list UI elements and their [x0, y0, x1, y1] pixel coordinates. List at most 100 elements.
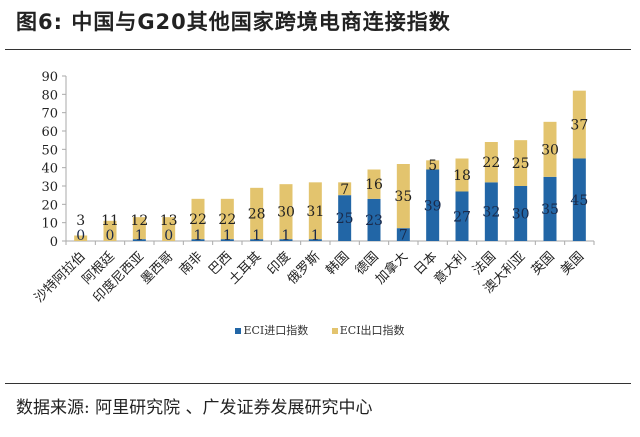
bar-segment-import — [191, 239, 205, 241]
data-label-import: 1 — [223, 228, 232, 244]
bar-segment-import — [367, 198, 381, 241]
bar-segment-export — [455, 158, 469, 192]
bar-segment-export — [103, 220, 117, 241]
bar-segment-import — [484, 182, 498, 241]
data-label-import: 1 — [194, 228, 203, 244]
y-tick-label: 20 — [41, 198, 58, 213]
x-tick-label: 韩国 — [323, 249, 352, 278]
y-tick-label: 0 — [50, 235, 58, 250]
data-label-export: 37 — [570, 118, 588, 134]
x-tick-label: 土耳其 — [226, 249, 264, 287]
bar-segment-export — [543, 121, 557, 177]
data-label-export: 22 — [189, 212, 207, 228]
bar-segment-export — [426, 160, 440, 170]
data-label-import: 0 — [76, 228, 85, 244]
bar-segment-export — [191, 198, 205, 240]
bar-segment-import — [543, 176, 557, 241]
data-label-import: 35 — [541, 202, 559, 218]
data-label-export: 7 — [340, 182, 349, 198]
data-label-export: 18 — [453, 168, 471, 184]
bar-segment-import — [132, 239, 146, 241]
x-tick-label: 南非 — [176, 249, 206, 279]
legend: ECI进口指数 ECI出口指数 — [0, 322, 640, 338]
data-label-import: 39 — [424, 198, 442, 214]
data-label-export: 25 — [512, 156, 530, 172]
chart-title: 图6: 中国与G20其他国家跨境电商连接指数 — [16, 10, 451, 34]
bar-segment-export — [484, 142, 498, 183]
data-label-import: 1 — [252, 228, 261, 244]
data-label-export: 16 — [365, 177, 383, 193]
legend-label-export: ECI出口指数 — [339, 324, 405, 337]
legend-item-import: ECI进口指数 — [235, 322, 308, 338]
data-label-export: 35 — [394, 189, 412, 205]
x-tick-label: 俄罗斯 — [285, 249, 323, 287]
bar-segment-export — [132, 217, 146, 240]
bar-segment-import — [455, 191, 469, 241]
bar-segment-export — [250, 187, 264, 240]
x-tick-label: 意大利 — [431, 249, 470, 288]
data-label-export: 22 — [482, 155, 500, 171]
data-label-export: 28 — [248, 207, 266, 223]
x-tick-label: 英国 — [529, 249, 558, 278]
y-tick-label: 70 — [41, 107, 58, 122]
bar-segment-export — [162, 217, 176, 241]
source-divider — [5, 383, 631, 384]
bar-segment-import — [396, 228, 410, 241]
data-label-export: 11 — [101, 213, 119, 229]
bar-segment-import — [514, 186, 528, 241]
legend-label-import: ECI进口指数 — [243, 324, 309, 337]
y-tick-label: 50 — [41, 143, 58, 158]
y-tick-label: 60 — [41, 125, 58, 140]
legend-swatch-import — [235, 328, 242, 334]
data-label-export: 5 — [428, 158, 437, 174]
bar-segment-import — [572, 158, 586, 241]
legend-swatch-export — [331, 328, 338, 334]
data-label-import: 1 — [311, 228, 320, 244]
data-label-export: 22 — [218, 212, 236, 228]
data-label-export: 12 — [130, 213, 148, 229]
bar-segment-import — [279, 239, 293, 241]
bar-segment-export — [367, 169, 381, 199]
data-label-export: 13 — [160, 213, 178, 229]
data-label-import: 30 — [512, 207, 530, 223]
y-tick-label: 90 — [41, 70, 58, 85]
data-label-export: 30 — [541, 142, 559, 158]
data-label-import: 1 — [282, 228, 291, 244]
bar-segment-import — [308, 239, 322, 241]
y-tick-label: 10 — [41, 217, 58, 232]
data-label-import: 32 — [482, 205, 500, 221]
bar-segment-export — [220, 198, 234, 240]
bar-segment-import — [250, 239, 264, 241]
x-tick-label: 美国 — [558, 249, 587, 278]
data-label-import: 25 — [336, 211, 354, 227]
y-tick-label: 80 — [41, 88, 58, 103]
data-label-export: 30 — [277, 205, 295, 221]
data-label-import: 27 — [453, 209, 471, 225]
x-tick-label: 加拿大 — [372, 249, 411, 288]
stacked-bar-chart: 010203040506070809003沙特阿拉伯011阿根廷112印度尼西亚… — [32, 70, 595, 306]
bar-segment-export — [396, 164, 410, 229]
bar-segment-import — [338, 195, 352, 241]
data-label-import: 45 — [570, 193, 588, 209]
bar-segment-import — [426, 169, 440, 241]
title-divider — [5, 49, 631, 50]
data-label-import: 0 — [164, 228, 173, 244]
y-tick-label: 30 — [41, 180, 58, 195]
bar-segment-import — [220, 239, 234, 241]
legend-item-export: ECI出口指数 — [331, 322, 405, 338]
bar-segment-export — [279, 184, 293, 240]
bar-segment-export — [572, 90, 586, 159]
data-label-import: 0 — [106, 228, 115, 244]
bar-segment-export — [308, 182, 322, 240]
data-label-import: 7 — [399, 228, 408, 244]
x-tick-label: 墨西哥 — [138, 249, 176, 287]
data-label-export: 3 — [76, 213, 85, 229]
bar-segment-export — [514, 140, 528, 186]
bar-segment-export — [74, 235, 88, 241]
data-label-import: 23 — [365, 213, 383, 229]
y-tick-label: 40 — [41, 162, 58, 177]
data-label-export: 31 — [306, 204, 324, 220]
data-label-import: 1 — [135, 228, 144, 244]
source-note: 数据来源: 阿里研究院 、广发证券发展研究中心 — [16, 398, 373, 418]
bar-segment-export — [338, 182, 352, 196]
